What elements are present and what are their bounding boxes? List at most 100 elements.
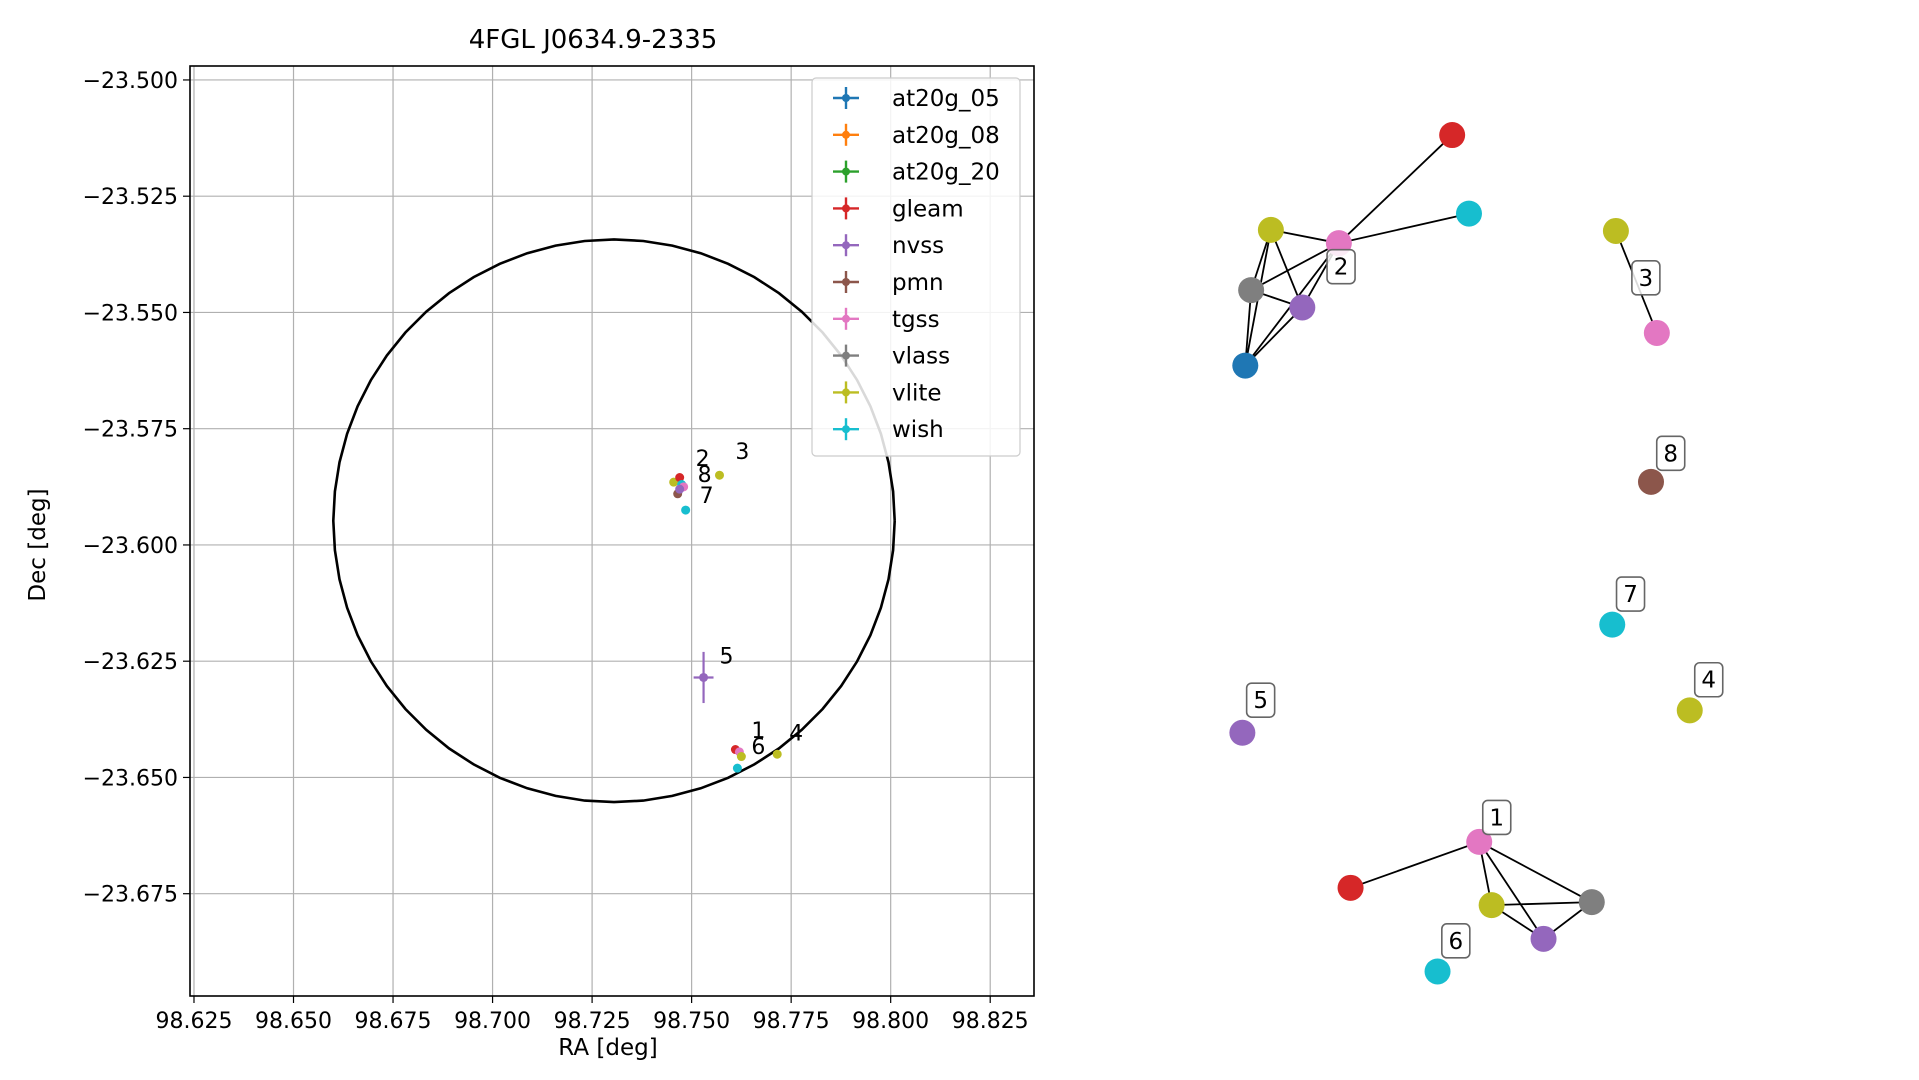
plot-frame xyxy=(189,65,1035,997)
y-tick-value: 23.600 xyxy=(101,534,178,559)
y-tick-sign: − xyxy=(83,69,101,94)
network-label-box xyxy=(1481,799,1512,836)
y-tick-label: −23.575 xyxy=(83,418,178,443)
legend-marker-gleam xyxy=(842,204,850,213)
point-label: 8 xyxy=(698,463,712,488)
data-point-vlite xyxy=(772,749,782,759)
data-point-nvss xyxy=(675,484,685,494)
network-node-vlass xyxy=(1238,277,1265,304)
network-labels: 2 3 8 7 4 5 1 6 xyxy=(1245,248,1724,959)
network-node-nvss xyxy=(1530,925,1557,952)
network-edge xyxy=(1338,134,1453,244)
network-label: 3 xyxy=(1639,266,1654,292)
data-point-vlite xyxy=(714,470,724,480)
point-label: 4 xyxy=(789,721,803,746)
y-tick-sign: − xyxy=(83,883,101,908)
legend-label: vlass xyxy=(892,344,950,370)
y-tick-value: 23.650 xyxy=(101,766,178,791)
network-node-vlite xyxy=(1478,892,1505,919)
network-nodes xyxy=(1229,122,1703,985)
x-tick-label: 98.825 xyxy=(952,1009,1029,1034)
legend-marker-tgss xyxy=(842,314,850,323)
network-label-box xyxy=(1615,576,1646,612)
network-node-vlite xyxy=(1676,697,1703,724)
y-tick-sign: − xyxy=(83,185,101,210)
legend-marker-pmn xyxy=(842,278,850,286)
network-node-tgss xyxy=(1643,319,1670,346)
y-tick-label: −23.525 xyxy=(83,185,178,210)
legend-label: vlite xyxy=(892,380,942,406)
network-label-box xyxy=(1326,248,1356,285)
y-tick-sign: − xyxy=(83,418,101,443)
network-panel: 2 3 8 7 4 5 1 6 xyxy=(1229,122,1724,985)
x-tick-label: 98.775 xyxy=(753,1009,830,1034)
legend-marker-vlite xyxy=(842,388,850,397)
legend-label: at20g_20 xyxy=(892,160,1000,186)
network-label: 6 xyxy=(1449,929,1464,955)
y-tick-label: −23.650 xyxy=(83,766,178,791)
legend-marker-nvss xyxy=(842,241,850,250)
network-edge xyxy=(1250,242,1340,291)
x-tick-label: 98.725 xyxy=(554,1009,631,1034)
network-edge xyxy=(1338,212,1470,245)
network-label-box xyxy=(1693,661,1724,698)
network-label: 7 xyxy=(1623,582,1638,608)
point-label: 7 xyxy=(700,484,714,509)
point-label: 2 xyxy=(696,447,710,472)
network-edge xyxy=(1244,306,1303,367)
data-point-wish xyxy=(681,505,691,515)
network-edges xyxy=(1244,134,1658,940)
point-label: 5 xyxy=(719,645,733,670)
network-edge xyxy=(1350,841,1480,889)
legend-label: wish xyxy=(892,417,944,443)
legend-box xyxy=(811,77,1021,457)
network-node-nvss xyxy=(1289,294,1316,321)
y-tick-value: 23.550 xyxy=(101,301,178,326)
point-label: 3 xyxy=(735,440,749,465)
plot-border xyxy=(189,65,1035,997)
x-tick-label: 98.750 xyxy=(653,1009,730,1034)
x-tick-label: 98.675 xyxy=(355,1009,432,1034)
network-node-gleam xyxy=(1439,122,1466,149)
y-tick-value: 23.525 xyxy=(101,185,178,210)
error-circle-path xyxy=(331,238,896,804)
network-label: 8 xyxy=(1663,441,1678,467)
network-label: 5 xyxy=(1253,688,1268,714)
x-tick-label: 98.800 xyxy=(852,1009,929,1034)
y-tick-label: −23.675 xyxy=(83,883,178,908)
network-node-wish xyxy=(1455,200,1482,227)
chart-title: 4FGL J0634.9-2335 xyxy=(469,25,718,55)
network-node-gleam xyxy=(1337,874,1364,901)
y-tick-value: 23.500 xyxy=(101,69,178,94)
y-tick-sign: − xyxy=(83,766,101,791)
network-node-vlite xyxy=(1602,217,1629,244)
legend-marker-at20g_05 xyxy=(842,94,850,102)
legend-label: at20g_08 xyxy=(892,123,1000,149)
x-tick-label: 98.650 xyxy=(255,1009,332,1034)
network-label-box xyxy=(1655,435,1686,472)
x-axis-label: RA [deg] xyxy=(558,1035,657,1061)
network-node-tgss xyxy=(1466,828,1493,855)
network-edge xyxy=(1478,841,1545,940)
network-node-wish xyxy=(1599,611,1626,638)
x-tick-label: 98.700 xyxy=(454,1009,531,1034)
data-point-nvss xyxy=(699,672,709,682)
legend-marker-wish xyxy=(842,425,850,434)
legend-label: at20g_05 xyxy=(892,86,1000,112)
legend-label: gleam xyxy=(892,196,964,222)
y-tick-value: 23.675 xyxy=(101,883,178,908)
network-label-box xyxy=(1441,923,1471,959)
data-point-gleam xyxy=(675,473,685,483)
y-tick-sign: − xyxy=(83,650,101,675)
network-node-vlass xyxy=(1578,889,1605,916)
y-tick-label: −23.550 xyxy=(83,301,178,326)
network-label-box xyxy=(1245,682,1276,718)
y-tick-label: −23.600 xyxy=(83,534,178,559)
legend-label: tgss xyxy=(892,307,940,333)
network-node-nvss xyxy=(1229,719,1256,746)
network-label-box xyxy=(1631,260,1661,296)
axis-ticks: 98.625 98.650 98.675 98.700 98.725 98.750 98.7… xyxy=(83,69,1029,1034)
